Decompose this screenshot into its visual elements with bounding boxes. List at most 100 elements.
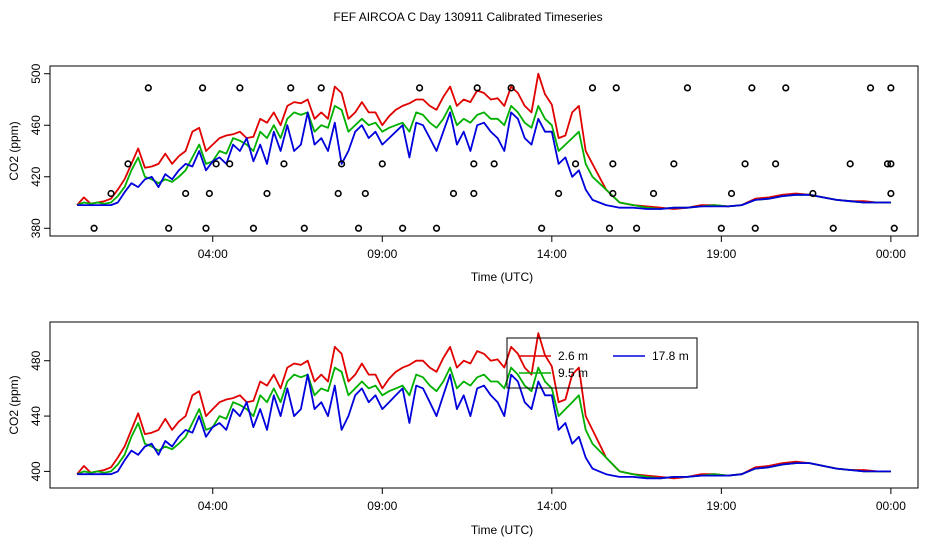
series-line-2-6-m	[76, 72, 891, 210]
calibration-marker	[846, 160, 854, 168]
calibration-marker	[883, 160, 892, 168]
x-tick-label: 14:00	[537, 247, 567, 261]
calibration-marker	[249, 224, 258, 232]
plot-frame	[49, 65, 919, 237]
y-tick-label: 380	[29, 218, 43, 238]
calibration-marker	[887, 189, 895, 198]
x-tick-label: 19:00	[706, 499, 736, 513]
calibration-marker	[236, 84, 244, 92]
x-tick-label: 14:00	[537, 499, 567, 513]
calibration-marker	[809, 189, 817, 198]
calibration-marker	[507, 84, 515, 92]
calibration-marker	[144, 84, 152, 92]
y-axis-label: CO2 (ppm)	[7, 121, 21, 180]
calibration-marker	[748, 84, 756, 92]
y-axis-label: CO2 (ppm)	[7, 375, 21, 434]
plot-area	[76, 72, 898, 232]
series-line-17-8-m	[77, 373, 891, 480]
y-tick-label: 460	[29, 115, 43, 135]
y-tick-label: 400	[29, 461, 43, 481]
plot-frame	[49, 321, 919, 489]
x-axis-label: Time (UTC)	[471, 270, 533, 284]
calibration-marker	[287, 84, 295, 92]
calibration-marker	[280, 160, 288, 168]
calibration-marker	[609, 160, 617, 168]
legend-label: 17.8 m	[652, 349, 689, 363]
calibration-marker	[554, 189, 563, 198]
plot-area	[76, 332, 891, 480]
calibration-marker	[571, 160, 580, 168]
calibration-marker	[300, 224, 308, 232]
calibration-marker	[449, 189, 458, 198]
calibration-marker	[212, 160, 220, 168]
y-tick-label: 500	[29, 63, 43, 83]
calibration-marker	[632, 224, 641, 232]
calibration-marker	[649, 189, 658, 198]
calibration-marker	[751, 224, 759, 232]
x-axis-label: Time (UTC)	[471, 523, 533, 537]
calibration-marker	[354, 224, 363, 232]
calibration-marker	[538, 224, 546, 232]
chart-panel-1: 04:00 09:00 14:00 19:00 00:00 Time (UTC) 380 42…	[7, 63, 919, 284]
x-tick-label: 09:00	[367, 499, 397, 513]
calibration-marker	[432, 224, 441, 232]
calibration-marker	[198, 84, 207, 92]
x-tick-label: 04:00	[198, 247, 228, 261]
calibration-marker	[334, 189, 342, 198]
calibration-marker	[399, 224, 407, 232]
calibration-marker	[829, 224, 837, 232]
calibration-marker	[605, 224, 614, 232]
calibration-marker	[317, 84, 325, 92]
x-tick-label: 09:00	[367, 247, 397, 261]
calibration-marker	[361, 189, 369, 198]
calibration-marker	[490, 160, 498, 168]
x-tick-label: 00:00	[876, 247, 906, 261]
calibration-marker	[470, 189, 478, 198]
chart-panel-2: 04:00 09:00 14:00 19:00 00:00 Time (UTC) 400 44…	[7, 321, 919, 537]
series-line-9-5-m	[76, 105, 891, 210]
calibration-marker	[782, 84, 790, 92]
calibration-marker	[741, 160, 749, 168]
calibration-marker	[683, 84, 692, 92]
calibration-marker	[415, 84, 424, 92]
calibration-marker	[727, 189, 736, 198]
calibration-marker	[205, 189, 213, 198]
calibration-marker	[890, 224, 898, 232]
calibration-marker	[107, 189, 115, 198]
calibration-marker	[588, 84, 597, 92]
series-line-2-6-m	[76, 332, 891, 480]
calibration-marker	[263, 189, 271, 198]
calibration-marker	[202, 224, 210, 232]
chart-title: FEF AIRCOA C Day 130911 Calibrated Times…	[333, 10, 603, 24]
calibration-marker	[226, 160, 234, 168]
calibration-marker	[609, 189, 617, 198]
y-tick-label: 420	[29, 166, 43, 186]
calibration-marker	[887, 160, 895, 168]
calibration-marker	[612, 84, 620, 92]
legend-label: 9.5 m	[558, 366, 588, 380]
calibration-marker	[182, 189, 190, 198]
calibration-marker	[470, 160, 478, 168]
calibration-marker	[887, 84, 895, 92]
series-line-9-5-m	[76, 366, 891, 480]
calibration-marker	[378, 160, 386, 168]
calibration-marker	[670, 160, 678, 168]
calibration-marker	[771, 160, 780, 168]
legend-box	[506, 337, 698, 389]
calibration-marker	[717, 224, 725, 232]
y-tick-label: 480	[29, 350, 43, 370]
y-tick-label: 440	[29, 406, 43, 426]
series-line-17-8-m	[77, 111, 891, 210]
x-tick-label: 19:00	[706, 247, 736, 261]
legend: 2.6 m 17.8 m 9.5 m	[506, 337, 698, 389]
calibration-marker	[866, 84, 875, 92]
calibration-marker	[90, 224, 98, 232]
calibration-marker	[165, 224, 173, 232]
x-tick-label: 04:00	[198, 499, 228, 513]
legend-label: 2.6 m	[558, 349, 588, 363]
x-tick-label: 00:00	[876, 499, 906, 513]
calibration-marker	[473, 84, 481, 92]
calibration-marker	[124, 160, 132, 168]
calibration-marker	[337, 160, 346, 168]
